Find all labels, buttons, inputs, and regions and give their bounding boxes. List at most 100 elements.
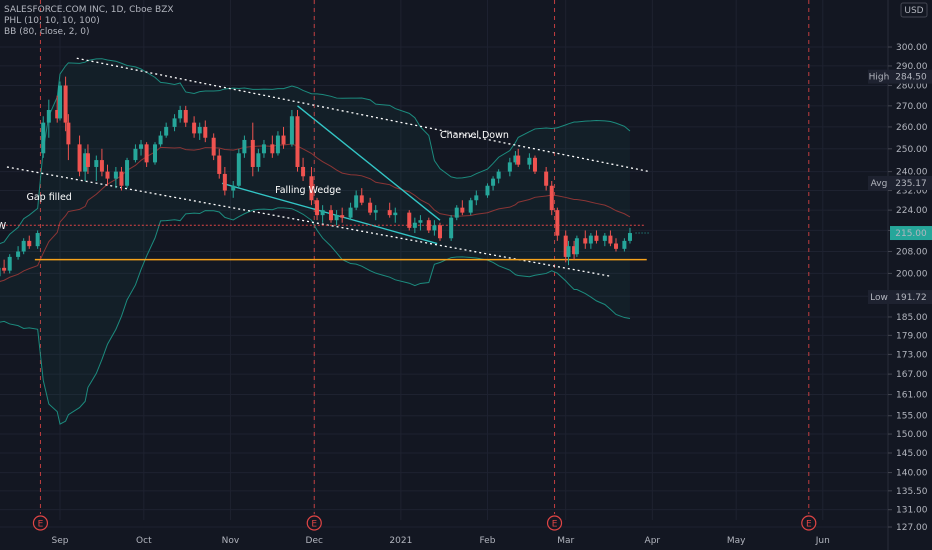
currency-badge-box	[900, 2, 928, 18]
y-tick-label: 179.00	[896, 331, 928, 341]
x-tick-label: Sep	[52, 536, 69, 546]
candle-body	[231, 185, 236, 191]
y-tick-label: 140.00	[896, 469, 928, 479]
candle-body	[275, 135, 280, 154]
candle-body	[555, 210, 560, 236]
candle-body	[270, 144, 275, 154]
candle-body	[622, 240, 627, 249]
y-tick-label: 240.00	[896, 168, 928, 178]
y-tick-label: 208.00	[896, 248, 928, 258]
y-tick-label: 155.00	[896, 412, 928, 422]
y-tick-label: 232.00	[896, 187, 928, 197]
candle-body	[144, 144, 149, 163]
candle-body	[99, 160, 104, 172]
candle-body	[27, 240, 32, 247]
drawings	[0, 57, 650, 277]
candle-body	[178, 109, 183, 119]
price-label-box	[890, 69, 932, 84]
candle-body	[329, 210, 334, 221]
candle-body	[334, 215, 339, 221]
earnings-icon	[32, 515, 49, 531]
price-label-tag: Avg	[871, 179, 888, 189]
candle-body	[468, 200, 473, 213]
candle-body	[432, 225, 437, 231]
legend-symbol: SALESFORCE.COM INC, 1D, Cboe BZX	[4, 5, 174, 15]
candle-body	[105, 171, 110, 179]
earnings-label: E	[806, 520, 812, 530]
earnings-lines	[39, 0, 810, 514]
candle-body	[281, 135, 286, 145]
candle-body	[460, 207, 465, 213]
candle-body	[7, 256, 12, 271]
candle-body	[454, 207, 459, 218]
price-label-box	[890, 175, 932, 190]
price-label-value: 235.17	[895, 179, 927, 189]
candle-body	[63, 85, 68, 123]
y-tick-label: 127.00	[896, 523, 928, 533]
candle-body	[544, 171, 549, 186]
candle-body	[46, 109, 51, 123]
y-tick-label: 161.00	[896, 391, 928, 401]
annotation-label: Falling Wedge	[275, 185, 341, 196]
candle-body	[261, 144, 266, 154]
candle-body	[549, 185, 554, 211]
candle-body	[256, 153, 261, 167]
candle-body	[516, 155, 521, 165]
earnings-icon	[546, 515, 563, 531]
price-label-tag-box	[868, 69, 890, 84]
x-tick-label: 2021	[389, 536, 412, 546]
candle-body	[222, 173, 227, 191]
candle-body	[393, 212, 398, 216]
candle-body	[315, 200, 320, 216]
x-tick-label: Mar	[557, 536, 574, 546]
grid	[0, 0, 888, 528]
candle-body	[449, 217, 454, 239]
legend-indicator-phl: PHL (10, 10, 10, 100)	[4, 16, 100, 26]
y-tick-label: 290.00	[896, 62, 928, 72]
time-axis-ticks: Sep Oct Nov Dec 2021 Feb Mar Apr May Jun	[52, 536, 830, 546]
y-tick-label: 135.50	[896, 487, 928, 497]
candle-body	[340, 215, 345, 218]
candle-body	[485, 185, 490, 196]
y-tick-label: 150.00	[896, 430, 928, 440]
bb-upper	[0, 58, 631, 245]
candle-body	[614, 243, 619, 249]
price-label-tag: High	[869, 73, 890, 83]
y-tick-label: 250.00	[896, 145, 928, 155]
candle-body	[491, 178, 496, 186]
candle-body	[35, 233, 40, 247]
candle-body	[203, 126, 208, 138]
candle-body	[354, 195, 359, 208]
currency-label: USD	[904, 6, 923, 16]
bb-lower	[0, 207, 631, 425]
candle-body	[588, 235, 593, 244]
candle-body	[301, 166, 306, 177]
candle-body	[412, 222, 417, 228]
candle-body	[139, 144, 144, 149]
candle-body	[295, 116, 300, 167]
candle-body	[387, 210, 392, 216]
candle-body	[211, 137, 216, 156]
price-axis-background[interactable]	[888, 0, 932, 550]
x-tick-label: Dec	[306, 536, 323, 546]
candle-body	[21, 240, 26, 252]
y-tick-label: 270.00	[896, 102, 928, 112]
y-tick-label: 131.00	[896, 506, 928, 516]
candle-body	[574, 238, 579, 255]
price-label-tag-box	[868, 290, 890, 305]
candles	[0, 76, 632, 277]
candle-body	[83, 153, 88, 172]
x-tick-label: Nov	[222, 536, 240, 546]
candle-body	[236, 153, 241, 186]
candle-body	[289, 116, 294, 145]
candle-body	[407, 212, 412, 228]
candle-body	[627, 233, 632, 241]
candle-body	[368, 202, 373, 213]
currency-badge[interactable]: USD	[900, 2, 928, 18]
candle-body	[426, 220, 431, 231]
candle-body	[217, 155, 222, 174]
y-tick-label: 200.00	[896, 269, 928, 279]
